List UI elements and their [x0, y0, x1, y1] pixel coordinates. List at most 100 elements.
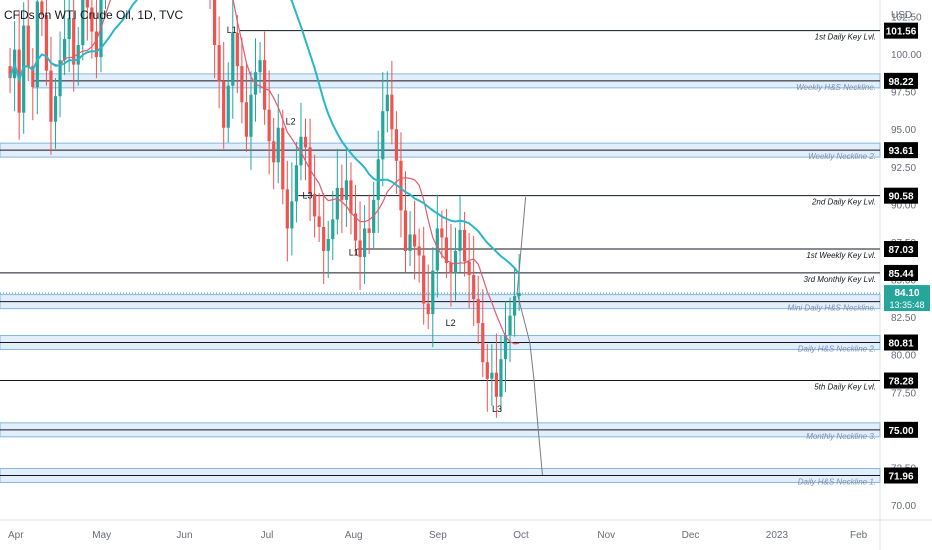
candle-body: [467, 261, 471, 276]
last-price-text: 84.10: [894, 288, 919, 299]
level-label: Weekly Neckline 2.: [808, 152, 876, 161]
level-price-badge: [884, 22, 918, 39]
level-price-badge: [884, 264, 918, 281]
candle-body: [303, 136, 308, 148]
candle-body: [394, 129, 399, 161]
level-price-badge-text: 80.81: [888, 339, 913, 350]
level-price-badge: [884, 187, 918, 204]
candle-body: [85, 0, 89, 8]
level-label: Daily H&S Neckline 2.: [798, 345, 876, 354]
price-tick-label: 70.00: [891, 501, 916, 512]
price-tick-label: 77.50: [891, 388, 916, 399]
level-price-badge: [884, 334, 918, 351]
projection-path: [516, 292, 543, 475]
last-price-badge: [884, 285, 930, 312]
pattern-point-label: L1: [349, 247, 359, 257]
candle-body: [90, 7, 94, 32]
level-price-badge-text: 78.28: [888, 377, 913, 388]
candle-body: [353, 213, 358, 241]
time-tick-label: Jun: [176, 530, 192, 541]
candle-body: [381, 111, 385, 160]
countdown-text: 13:35:48: [889, 300, 924, 310]
candle-body: [440, 228, 444, 238]
time-tick-label: Sep: [429, 530, 447, 541]
level-price-badge-text: 101.56: [886, 27, 917, 38]
candle-body: [285, 189, 289, 229]
level-label: 1st Weekly Key Lvl.: [806, 251, 876, 260]
level-label: Monthly Neckline 3.: [806, 432, 876, 441]
candle-body: [231, 33, 235, 86]
candle-body: [53, 96, 58, 122]
time-tick-label: Oct: [513, 530, 529, 541]
candle-body: [276, 127, 280, 163]
candle-body: [367, 228, 371, 233]
level-price-badge-text: 85.44: [888, 269, 913, 280]
candle-body: [299, 136, 303, 166]
level-label: Daily H&S Neckline 1.: [798, 478, 876, 487]
price-tick-label: 80.00: [891, 351, 916, 362]
candle-body: [49, 70, 53, 122]
price-tick-label: 85.00: [891, 276, 916, 287]
time-tick-label: May: [92, 530, 111, 541]
level-price-badge: [884, 467, 918, 484]
candle-body: [272, 141, 276, 163]
candle-body: [349, 180, 353, 214]
candle-body: [72, 18, 76, 65]
candle-body: [435, 228, 439, 271]
candle-body: [512, 296, 517, 316]
candle-body: [362, 228, 367, 257]
level-label: 1st Daily Key Lvl.: [815, 33, 876, 42]
candle-body: [449, 263, 453, 274]
level-label: 3rd Monthly Key Lvl.: [804, 275, 876, 284]
candle-body: [344, 180, 349, 200]
level-price-badge: [884, 72, 918, 89]
candle-body: [517, 293, 521, 297]
candle-body: [490, 372, 494, 379]
level-price-badge: [884, 142, 918, 159]
candle-body: [281, 127, 285, 190]
price-tick-label: 92.50: [891, 163, 916, 174]
candle-body: [485, 362, 489, 379]
candle-body: [508, 315, 512, 336]
level-price-badge-text: 75.00: [888, 426, 913, 437]
candle-body: [267, 109, 271, 142]
candle-body: [412, 234, 417, 247]
candle-body: [340, 187, 344, 200]
candle-body: [217, 45, 221, 82]
candle-body: [263, 60, 267, 110]
candle-body: [453, 250, 458, 274]
candle-body: [222, 81, 226, 128]
candle-body: [385, 94, 389, 112]
candle-body: [462, 229, 467, 262]
candle-body: [431, 270, 435, 315]
pattern-point-label: L1: [227, 25, 237, 35]
candle-body: [94, 31, 99, 58]
candle-body: [40, 1, 44, 16]
pattern-point-label: L2: [286, 117, 296, 127]
candle-body: [494, 372, 499, 397]
price-tick-label: 90.00: [891, 200, 916, 211]
time-tick-label: Feb: [850, 530, 868, 541]
candle-body: [403, 210, 408, 251]
currency-label: USD: [891, 10, 912, 21]
pattern-point-label: L3: [302, 190, 312, 200]
level-price-badge-text: 71.96: [888, 472, 913, 483]
time-tick-label: 2023: [766, 530, 789, 541]
candle-body: [35, 1, 39, 88]
candle-body: [249, 94, 253, 137]
candle-body: [472, 275, 476, 300]
candle-body: [294, 165, 299, 202]
candle-body: [58, 60, 62, 97]
candle-body: [76, 45, 80, 65]
level-label: 2nd Daily Key Lvl.: [811, 198, 876, 207]
candle-body: [31, 66, 35, 88]
candle-body: [67, 18, 71, 40]
projection-path: [516, 196, 527, 294]
candle-body: [81, 0, 85, 46]
candle-body: [44, 15, 49, 71]
candle-body: [63, 39, 67, 61]
candle-body: [8, 66, 12, 79]
pattern-point-label: L3: [492, 404, 502, 414]
time-tick-label: Jul: [261, 530, 274, 541]
